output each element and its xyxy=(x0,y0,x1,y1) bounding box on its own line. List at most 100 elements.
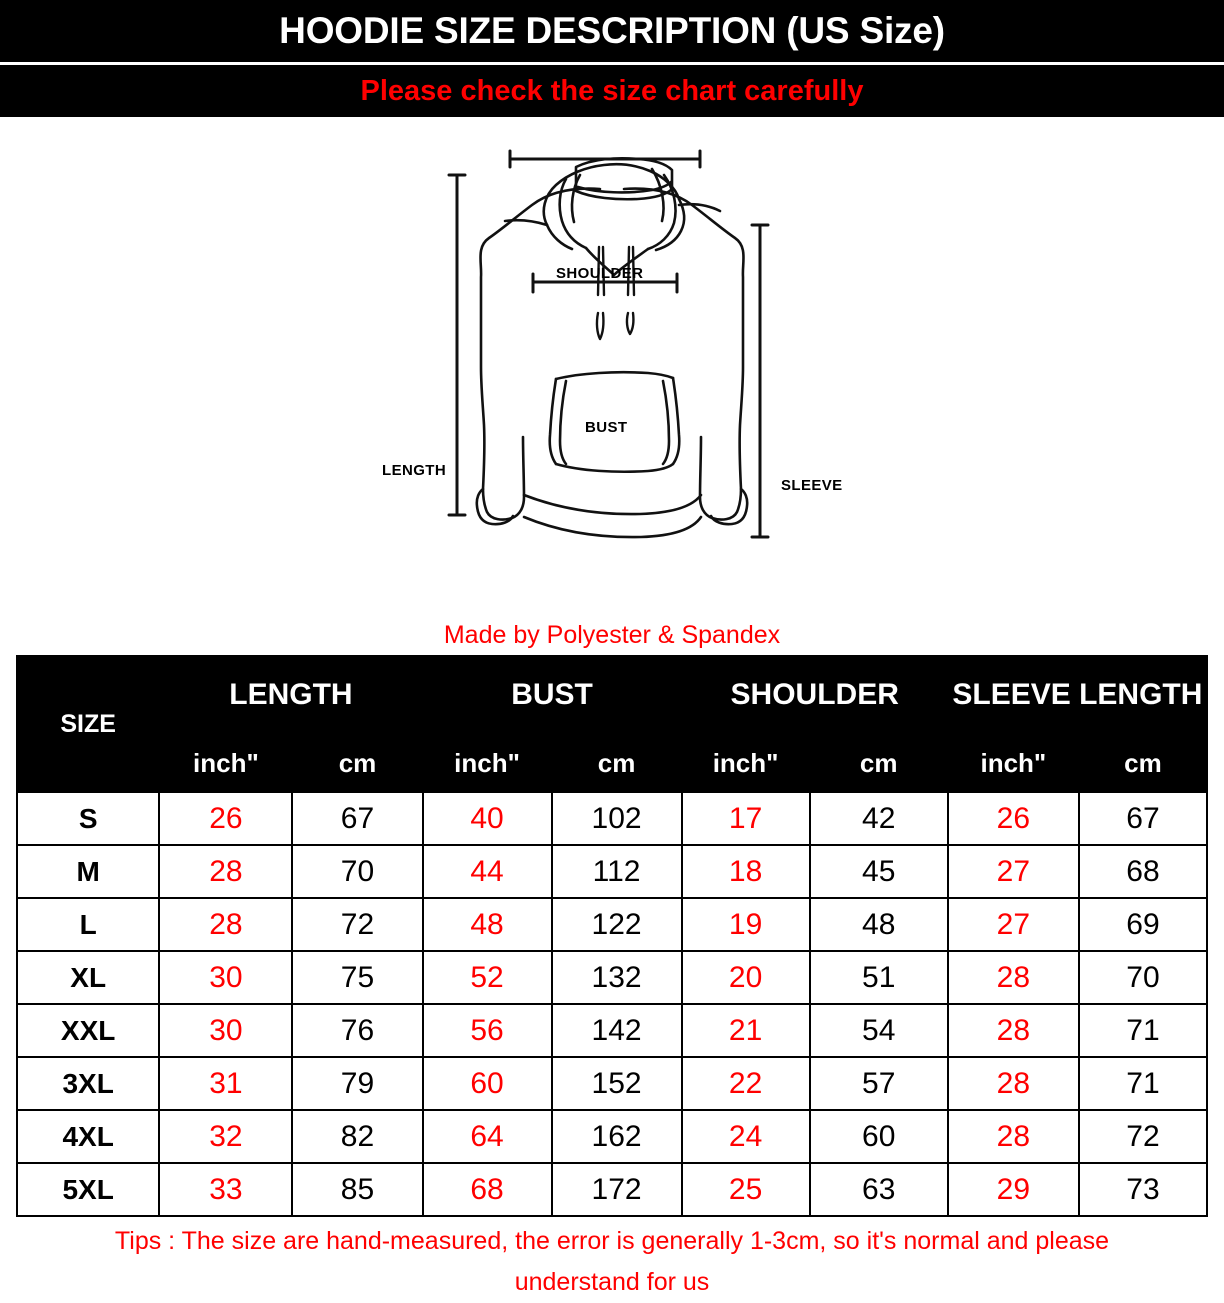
table-row: S 26 67 40 102 17 42 26 67 xyxy=(15,791,1209,846)
cell-bust-cm: 122 xyxy=(550,897,683,952)
cell-sleeve-in: 29 xyxy=(946,1162,1080,1217)
column-group-bust: BUST xyxy=(421,655,683,735)
cell-bust-cm: 162 xyxy=(550,1109,683,1164)
cell-shoulder-cm: 51 xyxy=(808,950,949,1005)
hood-fold-right-1 xyxy=(646,173,677,251)
table-header-row-groups: SIZE LENGTH BUST SHOULDER SLEEVE LENGTH xyxy=(15,655,1209,793)
unit-header-sleeve-cm: cm xyxy=(1077,733,1209,793)
cell-shoulder-in: 24 xyxy=(680,1109,811,1164)
size-table-container: SIZE LENGTH BUST SHOULDER SLEEVE LENGTH … xyxy=(0,655,1224,1217)
pocket-top-edge xyxy=(554,370,675,381)
page-subtitle-banner: Please check the size chart carefully xyxy=(0,65,1224,117)
table-body: S 26 67 40 102 17 42 26 67 M 28 70 44 112 18 45 27 68 L 28 7… xyxy=(15,791,1209,1217)
table-row: L 28 72 48 122 19 48 27 69 xyxy=(15,897,1209,952)
cell-bust-cm: 142 xyxy=(550,1003,683,1058)
table-row: 4XL 32 82 64 162 24 60 28 72 xyxy=(15,1109,1209,1164)
cell-bust-in: 44 xyxy=(421,844,553,899)
tips-note: Tips : The size are hand-measured, the e… xyxy=(114,1227,1110,1296)
cell-length-cm: 82 xyxy=(291,1109,424,1164)
cell-length-in: 31 xyxy=(158,1056,294,1111)
cell-shoulder-in: 17 xyxy=(680,791,811,846)
cell-length-cm: 85 xyxy=(291,1162,424,1217)
hood-fold-left-2 xyxy=(570,173,582,224)
cell-length-cm: 70 xyxy=(291,844,424,899)
unit-header-sleeve-inch: inch" xyxy=(946,733,1080,793)
cell-shoulder-in: 25 xyxy=(680,1162,811,1217)
column-header-size: SIZE xyxy=(15,655,161,793)
cell-sleeve-cm: 70 xyxy=(1077,950,1209,1005)
hood-fold-left-1 xyxy=(558,177,588,250)
cell-sleeve-cm: 71 xyxy=(1077,1056,1209,1111)
cell-bust-cm: 132 xyxy=(550,950,683,1005)
bust-measure-line xyxy=(531,272,679,294)
column-group-shoulder: SHOULDER xyxy=(680,655,949,735)
column-group-sleeve-length: SLEEVE LENGTH xyxy=(946,655,1209,735)
cell-sleeve-cm: 69 xyxy=(1077,897,1209,952)
hoodie-left-cuff xyxy=(475,487,515,526)
hood-collar-band xyxy=(574,156,674,201)
cell-shoulder-in: 19 xyxy=(680,897,811,952)
column-group-length: LENGTH xyxy=(158,655,424,735)
cell-sleeve-cm: 72 xyxy=(1077,1109,1209,1164)
cell-size: M xyxy=(15,844,161,899)
hood-inner-left xyxy=(545,223,574,251)
cell-bust-in: 52 xyxy=(421,950,553,1005)
cell-sleeve-in: 28 xyxy=(946,1003,1080,1058)
cell-shoulder-cm: 48 xyxy=(808,897,949,952)
unit-header-bust-cm: cm xyxy=(550,733,683,793)
diagram-label-bust: BUST xyxy=(585,419,628,436)
cell-length-cm: 76 xyxy=(291,1003,424,1058)
length-measure-line xyxy=(447,173,467,517)
hoodie-right-sleeve-outline xyxy=(622,187,745,521)
cell-sleeve-cm: 73 xyxy=(1077,1162,1209,1217)
hood-outer-right xyxy=(654,197,686,252)
table-row: XXL 30 76 56 142 21 54 28 71 xyxy=(15,1003,1209,1058)
cell-length-in: 26 xyxy=(158,791,294,846)
cell-shoulder-cm: 42 xyxy=(808,791,949,846)
cell-size: S xyxy=(15,791,161,846)
banner-divider xyxy=(0,62,1224,65)
material-note: Made by Polyester & Spandex xyxy=(443,621,781,649)
cell-bust-in: 68 xyxy=(421,1162,553,1217)
cell-shoulder-in: 18 xyxy=(680,844,811,899)
cell-sleeve-cm: 68 xyxy=(1077,844,1209,899)
cell-bust-cm: 102 xyxy=(550,791,683,846)
page-title-banner: HOODIE SIZE DESCRIPTION (US Size) xyxy=(0,0,1224,62)
cell-bust-in: 40 xyxy=(421,791,553,846)
size-chart-table: SIZE LENGTH BUST SHOULDER SLEEVE LENGTH … xyxy=(15,655,1209,1217)
cell-shoulder-cm: 60 xyxy=(808,1109,949,1164)
cell-length-in: 33 xyxy=(158,1162,294,1217)
hoodie-hem-top xyxy=(522,493,703,516)
cell-sleeve-in: 27 xyxy=(946,897,1080,952)
cell-shoulder-in: 21 xyxy=(680,1003,811,1058)
cell-length-cm: 79 xyxy=(291,1056,424,1111)
cell-shoulder-cm: 54 xyxy=(808,1003,949,1058)
cell-length-in: 28 xyxy=(158,844,294,899)
cell-bust-in: 64 xyxy=(421,1109,553,1164)
cell-bust-cm: 152 xyxy=(550,1056,683,1111)
unit-header-length-inch: inch" xyxy=(158,733,294,793)
table-row: M 28 70 44 112 18 45 27 68 xyxy=(15,844,1209,899)
pocket-left-edge xyxy=(548,377,558,466)
page-subtitle: Please check the size chart carefully xyxy=(360,74,864,107)
pocket-right-edge xyxy=(671,376,681,466)
cell-length-in: 30 xyxy=(158,1003,294,1058)
hood-drawstrings xyxy=(595,245,636,341)
hood-outer-left xyxy=(542,162,681,227)
table-header: SIZE LENGTH BUST SHOULDER SLEEVE LENGTH … xyxy=(15,655,1209,793)
cell-shoulder-cm: 63 xyxy=(808,1162,949,1217)
cell-length-in: 28 xyxy=(158,897,294,952)
cell-sleeve-in: 28 xyxy=(946,1056,1080,1111)
cell-sleeve-cm: 71 xyxy=(1077,1003,1209,1058)
unit-header-shoulder-inch: inch" xyxy=(680,733,811,793)
cell-shoulder-cm: 57 xyxy=(808,1056,949,1111)
shoulder-seam-right xyxy=(677,202,722,213)
cell-size: 3XL xyxy=(15,1056,161,1111)
cell-length-cm: 67 xyxy=(291,791,424,846)
neckline-opening xyxy=(584,246,650,277)
cell-sleeve-in: 28 xyxy=(946,950,1080,1005)
cell-length-in: 32 xyxy=(158,1109,294,1164)
cell-size: 5XL xyxy=(15,1162,161,1217)
sleeve-measure-line xyxy=(750,223,770,539)
cell-bust-cm: 172 xyxy=(550,1162,683,1217)
